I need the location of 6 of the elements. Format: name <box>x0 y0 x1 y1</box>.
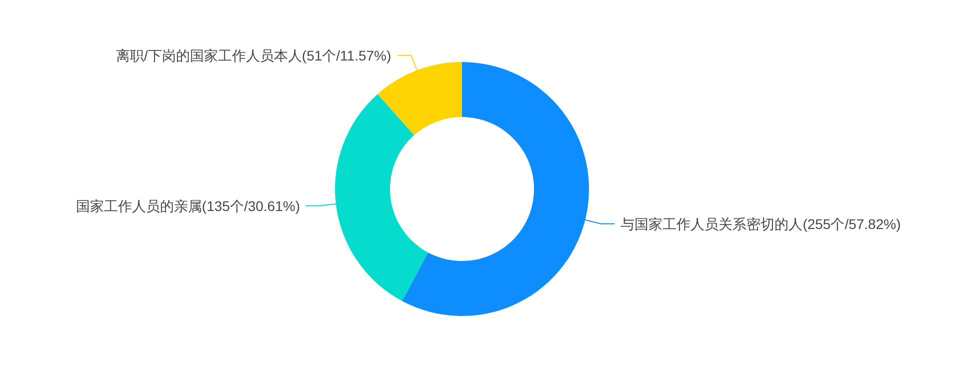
slice-label: 与国家工作人员关系密切的人(255个/57.82%) <box>620 216 901 232</box>
slice-label: 离职/下岗的国家工作人员本人(51个/11.57%) <box>116 47 392 64</box>
donut-slice <box>335 94 428 301</box>
donut-slice <box>378 62 462 136</box>
donut-slice <box>402 62 589 316</box>
slice-label: 国家工作人员的亲属(135个/30.61%) <box>76 198 300 214</box>
